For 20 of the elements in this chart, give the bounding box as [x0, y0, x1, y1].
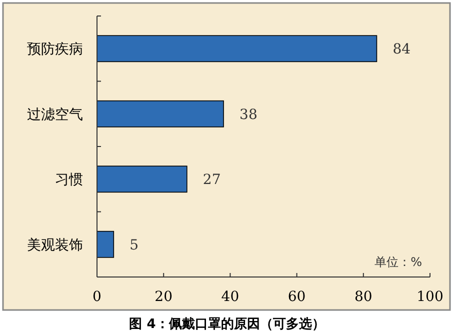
annotation: 单位：%: [374, 255, 422, 269]
data-label: 27: [202, 172, 221, 188]
x-tick-label: 80: [354, 289, 372, 305]
x-tick-label: 0: [92, 289, 102, 305]
y-tick-label: 过滤空气: [27, 106, 83, 123]
x-tick-label: 20: [154, 289, 173, 305]
y-tick-label: 习惯: [55, 172, 83, 188]
x-tick-label: 60: [288, 289, 306, 305]
bar: [96, 166, 188, 193]
text: 图 4：佩戴口罩的原因（可多选）: [129, 317, 325, 332]
bar: [96, 230, 114, 258]
bar: [96, 100, 224, 128]
x-tick-label: 100: [416, 289, 444, 305]
data-label: 84: [392, 42, 411, 58]
bar: [96, 35, 378, 62]
data-label: 38: [240, 106, 258, 123]
x-tick-label: 40: [221, 289, 240, 305]
y-tick-label: 美观装饰: [27, 237, 83, 254]
data-label: 5: [130, 237, 139, 254]
y-tick-label: 预防疾病: [27, 42, 83, 58]
